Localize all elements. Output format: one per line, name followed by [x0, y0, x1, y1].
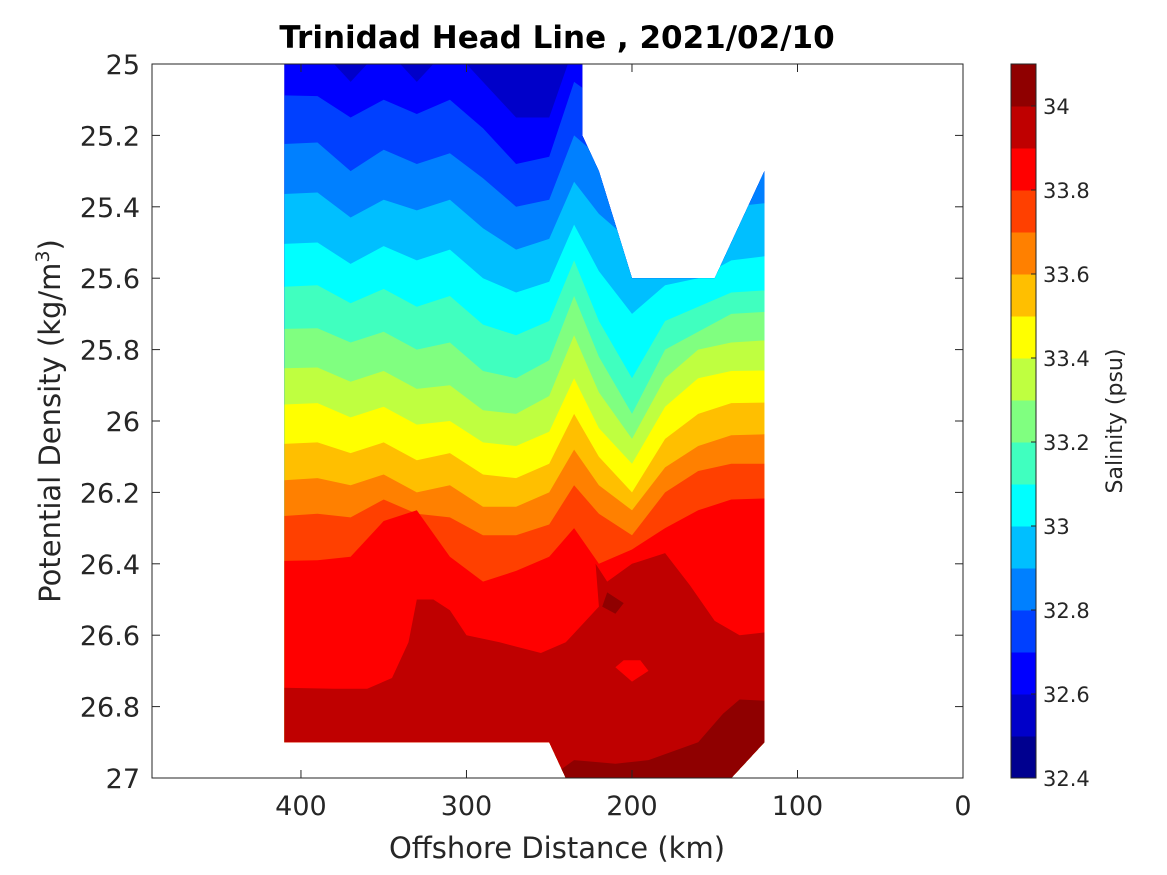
y-tick-label: 27	[106, 764, 140, 795]
y-tick-label: 25.2	[80, 121, 140, 152]
colorbar-swatch	[1011, 148, 1036, 191]
y-tick-label: 25	[106, 50, 140, 81]
colorbar-swatch	[1011, 652, 1036, 695]
contour-fill-layer	[284, 64, 765, 778]
y-tick-label: 26.8	[80, 693, 140, 724]
x-axis-label: Offshore Distance (km)	[389, 831, 725, 865]
colorbar-tick-label: 33.4	[1043, 347, 1090, 371]
colorbar-swatch	[1011, 106, 1036, 149]
y-tick-label: 25.4	[80, 193, 140, 224]
x-tick-label: 100	[772, 791, 824, 822]
x-axis: 400 300 200 100 0	[275, 64, 972, 822]
colorbar: 32.4 32.6 32.8 33 33.2 33.4 33.6 33.8 34 Salinit…	[1010, 63, 1128, 791]
colorbar-label: Salinity (psu)	[1103, 349, 1128, 494]
colorbar-tick-label: 33	[1043, 515, 1070, 539]
colorbar-tick-label: 34	[1043, 95, 1070, 119]
colorbar-swatch	[1011, 442, 1036, 485]
colorbar-swatch	[1011, 610, 1036, 653]
colorbar-swatch	[1011, 694, 1036, 737]
y-axis: 25 25.2 25.4 25.6 25.8 26 26.2 26.4 26.6 26.8 27	[80, 50, 963, 795]
colorbar-ticks: 32.4 32.6 32.8 33 33.2 33.4 33.6 33.8 34	[1031, 95, 1090, 791]
y-axis-label-superscript: 3	[32, 250, 54, 262]
colorbar-swatch	[1011, 190, 1036, 233]
colorbar-swatch	[1011, 568, 1036, 611]
colorbar-tick-label: 33.6	[1043, 263, 1090, 287]
y-tick-label: 25.6	[80, 264, 140, 295]
plot-area	[284, 64, 765, 778]
y-tick-label: 26.2	[80, 478, 140, 509]
colorbar-frame	[1010, 63, 1037, 779]
colorbar-tick-label: 32.4	[1043, 767, 1090, 791]
colorbar-swatch	[1011, 526, 1036, 569]
colorbar-swatch	[1011, 400, 1036, 443]
chart-title: Trinidad Head Line , 2021/02/10	[279, 20, 834, 56]
colorbar-swatch	[1011, 736, 1036, 779]
y-axis-label-main: Potential Density (kg/m	[33, 263, 67, 603]
colorbar-tick-label: 32.8	[1043, 599, 1090, 623]
colorbar-swatch	[1011, 484, 1036, 527]
colorbar-swatch	[1011, 316, 1036, 359]
x-tick-label: 400	[275, 791, 327, 822]
colorbar-swatch	[1011, 358, 1036, 401]
x-tick-label: 200	[606, 791, 658, 822]
colorbar-swatch	[1011, 274, 1036, 317]
x-tick-label: 0	[954, 791, 971, 822]
contour-patch-low	[615, 660, 649, 682]
colorbar-swatch	[1011, 232, 1036, 275]
y-tick-label: 25.8	[80, 336, 140, 367]
y-tick-label: 26.6	[80, 621, 140, 652]
x-tick-label: 300	[441, 791, 493, 822]
colorbar-swatches	[1011, 64, 1036, 779]
y-axis-label: Potential Density (kg/m3)	[32, 239, 67, 603]
colorbar-tick-label: 32.6	[1043, 683, 1090, 707]
y-tick-label: 26.4	[80, 550, 140, 581]
y-axis-label-end: )	[33, 239, 67, 250]
colorbar-tick-label: 33.2	[1043, 431, 1090, 455]
colorbar-tick-label: 33.8	[1043, 179, 1090, 203]
y-tick-label: 26	[106, 407, 140, 438]
contour-patch-high	[602, 592, 624, 614]
colorbar-swatch	[1011, 64, 1036, 107]
